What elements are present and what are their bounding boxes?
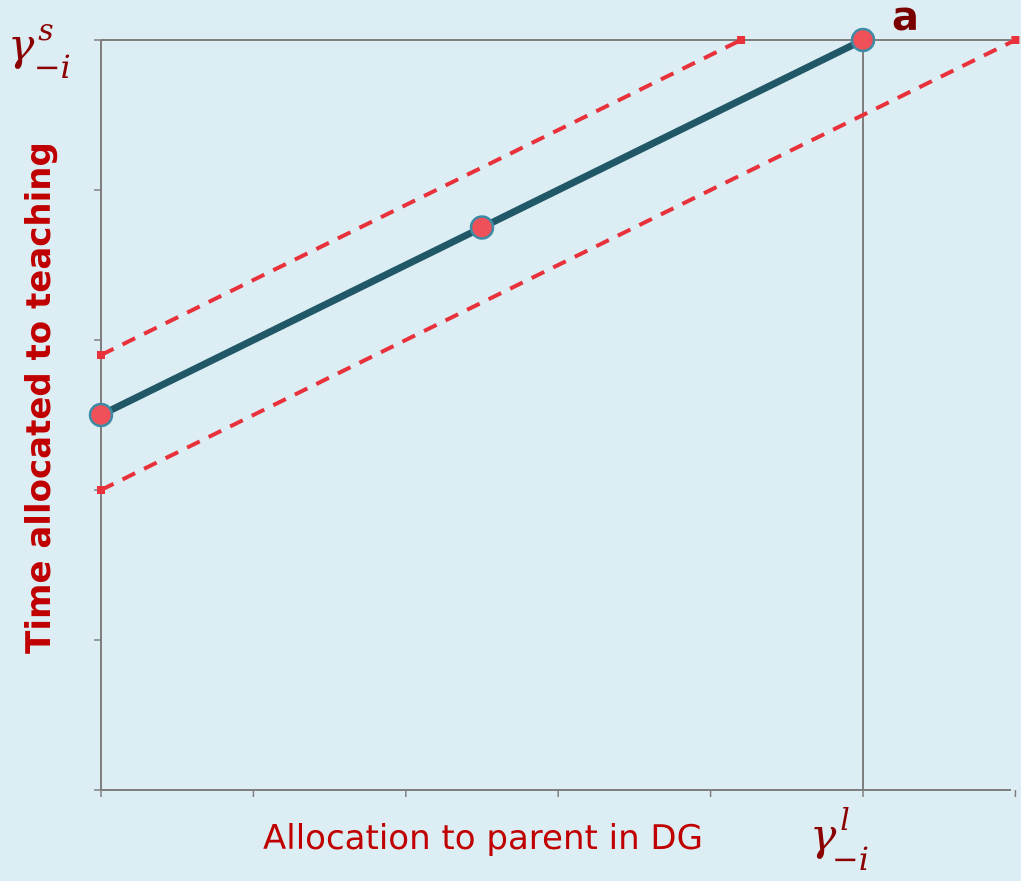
- dashed-line-1-endpoint-0: [97, 351, 105, 359]
- x-reference-label: γ l −i: [810, 803, 869, 878]
- y-reference-superscript: s: [38, 13, 53, 48]
- data-point-1: [469, 215, 495, 240]
- x-ticks: [100, 790, 1017, 797]
- x-reference-subscript: −i: [832, 840, 869, 878]
- x-axis-label: Allocation to parent in DG: [263, 818, 703, 858]
- data-point-0: [88, 402, 114, 428]
- dashed-line-2: [100, 38, 1017, 492]
- axes: [94, 39, 1017, 797]
- dashed-line-1: [100, 38, 742, 357]
- x-reference-superscript: l: [840, 803, 850, 838]
- dashed-line-2-endpoint-0: [97, 486, 105, 494]
- y-reference-label: γ s −i: [8, 13, 71, 86]
- markers-group: [88, 27, 876, 428]
- point-label-a: a: [892, 0, 919, 40]
- dashed-line-1-endpoint-1: [737, 36, 746, 44]
- x-reference-symbol: γ: [810, 810, 837, 861]
- dashed-line-2-endpoint-1: [1011, 36, 1020, 44]
- y-axis-label: Time allocated to teaching: [19, 142, 59, 654]
- series-group: [97, 36, 1020, 494]
- y-reference-subscript: −i: [34, 48, 71, 86]
- y-reference-symbol: γ: [8, 20, 35, 71]
- data-point-2: [850, 27, 876, 53]
